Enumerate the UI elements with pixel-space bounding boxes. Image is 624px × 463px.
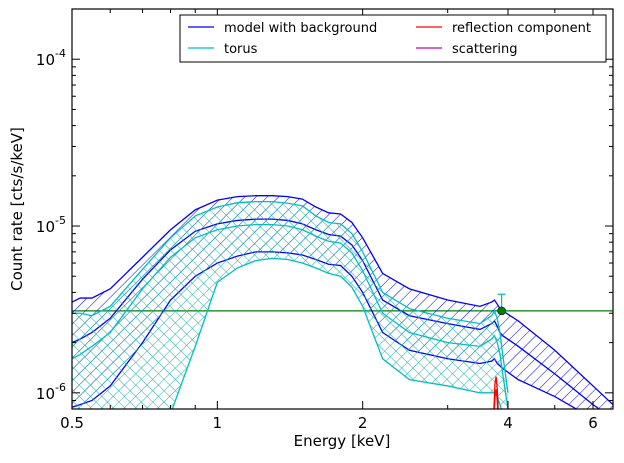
upper-line-torus — [72, 201, 509, 393]
legend-label-scattering: scattering — [452, 42, 518, 57]
x-tick-label: 6 — [588, 414, 598, 432]
y-tick-label-exponent: -4 — [55, 47, 66, 60]
y-tick-label: 10 — [36, 51, 55, 69]
y-tick-label: 10 — [36, 385, 55, 403]
upper-line-reflection-component — [493, 376, 499, 409]
y-tick-label-exponent: -6 — [55, 381, 66, 394]
middle-line-torus — [72, 223, 509, 409]
data-point — [497, 306, 506, 316]
y-tick-label-exponent: -5 — [55, 214, 66, 227]
x-tick-label: 1 — [213, 414, 223, 432]
x-axis-label: Energy [keV] — [294, 432, 391, 450]
legend-box — [179, 14, 607, 63]
axes-frame — [71, 8, 614, 410]
x-tick-label: 4 — [503, 414, 513, 432]
legend-label-model: model with background — [224, 21, 377, 36]
lower-line-reflection-component — [493, 389, 499, 409]
legend-label-reflection: reflection component — [452, 21, 591, 36]
x-tick-label: 0.5 — [60, 414, 84, 432]
y-axis-label: Count rate [cts/s/keV] — [8, 127, 26, 291]
legend: model with background torus reflection c… — [179, 14, 607, 63]
lower-line-torus — [171, 257, 502, 409]
legend-label-torus: torus — [224, 42, 258, 57]
x-tick-label: 2 — [358, 414, 368, 432]
y-tick-label: 10 — [36, 218, 55, 236]
plot-area — [72, 195, 613, 409]
band-torus — [72, 201, 508, 409]
axes: 0.5 1 2 4 610-610-510-4 — [36, 8, 614, 432]
